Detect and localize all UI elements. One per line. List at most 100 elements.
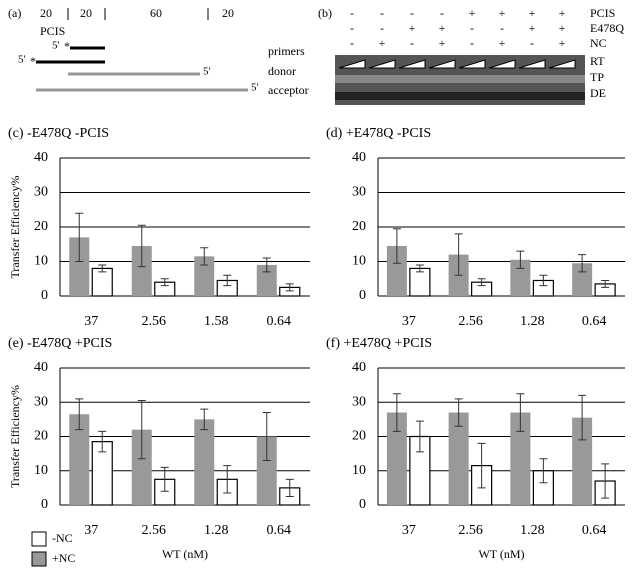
chart-title: (d) +E478Q -PCIS — [326, 126, 431, 141]
x-axis-label: WT (nM) — [478, 547, 524, 561]
error-bar — [601, 279, 610, 288]
x-tick-label: 0.64 — [582, 314, 607, 329]
error-bar — [539, 274, 548, 287]
five-prime: 5' — [18, 54, 26, 66]
error-bar — [285, 478, 294, 497]
error-bar — [454, 398, 463, 427]
bar — [409, 267, 431, 297]
y-tick-label: 30 — [34, 185, 48, 200]
bar — [194, 256, 215, 296]
error-bar — [477, 442, 486, 489]
rt-triangle — [548, 59, 576, 69]
y-tick-label: 40 — [352, 360, 366, 375]
y-tick-label: 0 — [359, 497, 366, 512]
error-bar — [516, 393, 525, 432]
bar — [69, 237, 90, 296]
lane-sign: + — [439, 36, 446, 50]
strand-label: donor — [268, 64, 296, 78]
error-bar — [415, 420, 424, 453]
lane-sign: - — [350, 21, 354, 35]
lane-sign: + — [469, 6, 476, 20]
panel-label: (b) — [318, 6, 332, 20]
y-tick-label: 20 — [352, 429, 366, 444]
chart-title: (c) -E478Q -PCIS — [8, 126, 109, 141]
star: * — [30, 54, 36, 68]
error-bar — [262, 257, 271, 273]
bar — [256, 436, 277, 505]
lane-sign: - — [380, 21, 384, 35]
bar — [131, 245, 152, 296]
x-tick-label: 0.64 — [267, 314, 292, 329]
y-tick-label: 10 — [352, 463, 366, 478]
rt-triangle — [428, 59, 456, 69]
x-tick-label: 37 — [84, 314, 98, 329]
error-bar — [516, 250, 525, 269]
chart-title: (e) -E478Q +PCIS — [8, 336, 112, 351]
y-tick-label: 20 — [34, 219, 48, 234]
lane-sign: - — [470, 21, 474, 35]
segment-label: 20 — [40, 6, 52, 20]
gel-band — [335, 75, 585, 83]
rt-triangle — [338, 59, 366, 69]
error-bar — [137, 400, 146, 460]
error-bar — [160, 278, 169, 287]
lane-sign: - — [410, 6, 414, 20]
error-bar — [75, 212, 84, 262]
y-tick-label: 40 — [352, 150, 366, 165]
x-axis-label: WT (nM) — [162, 547, 208, 561]
error-bar — [98, 264, 107, 273]
five-prime: 5' — [52, 40, 60, 52]
lane-sign: + — [559, 6, 566, 20]
lane-sign: + — [529, 21, 536, 35]
rt-triangle — [488, 59, 516, 69]
strand-label: acceptor — [268, 83, 309, 97]
error-bar — [539, 458, 548, 484]
error-bar — [223, 274, 232, 287]
error-bar — [285, 283, 294, 292]
x-tick-label: 0.64 — [582, 523, 607, 538]
panel-a: (a) 20 20 60 20 PCIS 5' * 5' * 5' 5' pri… — [8, 6, 309, 97]
y-tick-label: 40 — [34, 360, 48, 375]
error-bar — [578, 394, 587, 441]
error-bar — [262, 412, 271, 461]
row-label: NC — [590, 36, 607, 50]
error-bar — [392, 393, 401, 432]
x-tick-label: 0.64 — [267, 523, 292, 538]
lane-sign: - — [440, 6, 444, 20]
y-axis-label: Transfer Efficiency% — [8, 385, 22, 488]
x-tick-label: 37 — [402, 523, 416, 538]
bar — [572, 263, 593, 296]
y-tick-label: 0 — [359, 288, 366, 303]
bar — [510, 412, 531, 505]
bar — [448, 412, 469, 505]
row-label: E478Q — [590, 21, 624, 35]
y-tick-label: 30 — [34, 394, 48, 409]
error-bar — [200, 408, 209, 431]
rt-triangle — [518, 59, 546, 69]
bar — [572, 417, 593, 505]
error-bar — [578, 254, 587, 273]
error-bar — [477, 278, 486, 287]
error-bar — [415, 264, 424, 273]
legend-label: +NC — [52, 551, 75, 565]
five-prime: 5' — [251, 82, 259, 94]
segment-label: 20 — [80, 6, 92, 20]
gel-band — [335, 92, 585, 100]
y-axis-label: Transfer Efficiency% — [8, 176, 22, 279]
bar — [91, 267, 113, 297]
chart-title: (f) +E478Q +PCIS — [326, 336, 432, 351]
panel-b: (b) - - - - + + + + PCIS- - + + - - + + E478Q- + - + - + - + NCR… — [318, 6, 624, 105]
lane-sign: + — [379, 36, 386, 50]
legend-label: -NC — [52, 531, 73, 545]
lane-label: RT — [590, 54, 605, 68]
y-tick-label: 20 — [352, 219, 366, 234]
lane-sign: + — [499, 36, 506, 50]
rt-triangle — [398, 59, 426, 69]
x-tick-label: 2.56 — [458, 314, 483, 329]
lane-sign: + — [559, 36, 566, 50]
x-tick-label: 1.28 — [520, 314, 545, 329]
error-bar — [601, 463, 610, 499]
lane-sign: - — [530, 36, 534, 50]
error-bar — [160, 466, 169, 492]
error-bar — [223, 465, 232, 494]
